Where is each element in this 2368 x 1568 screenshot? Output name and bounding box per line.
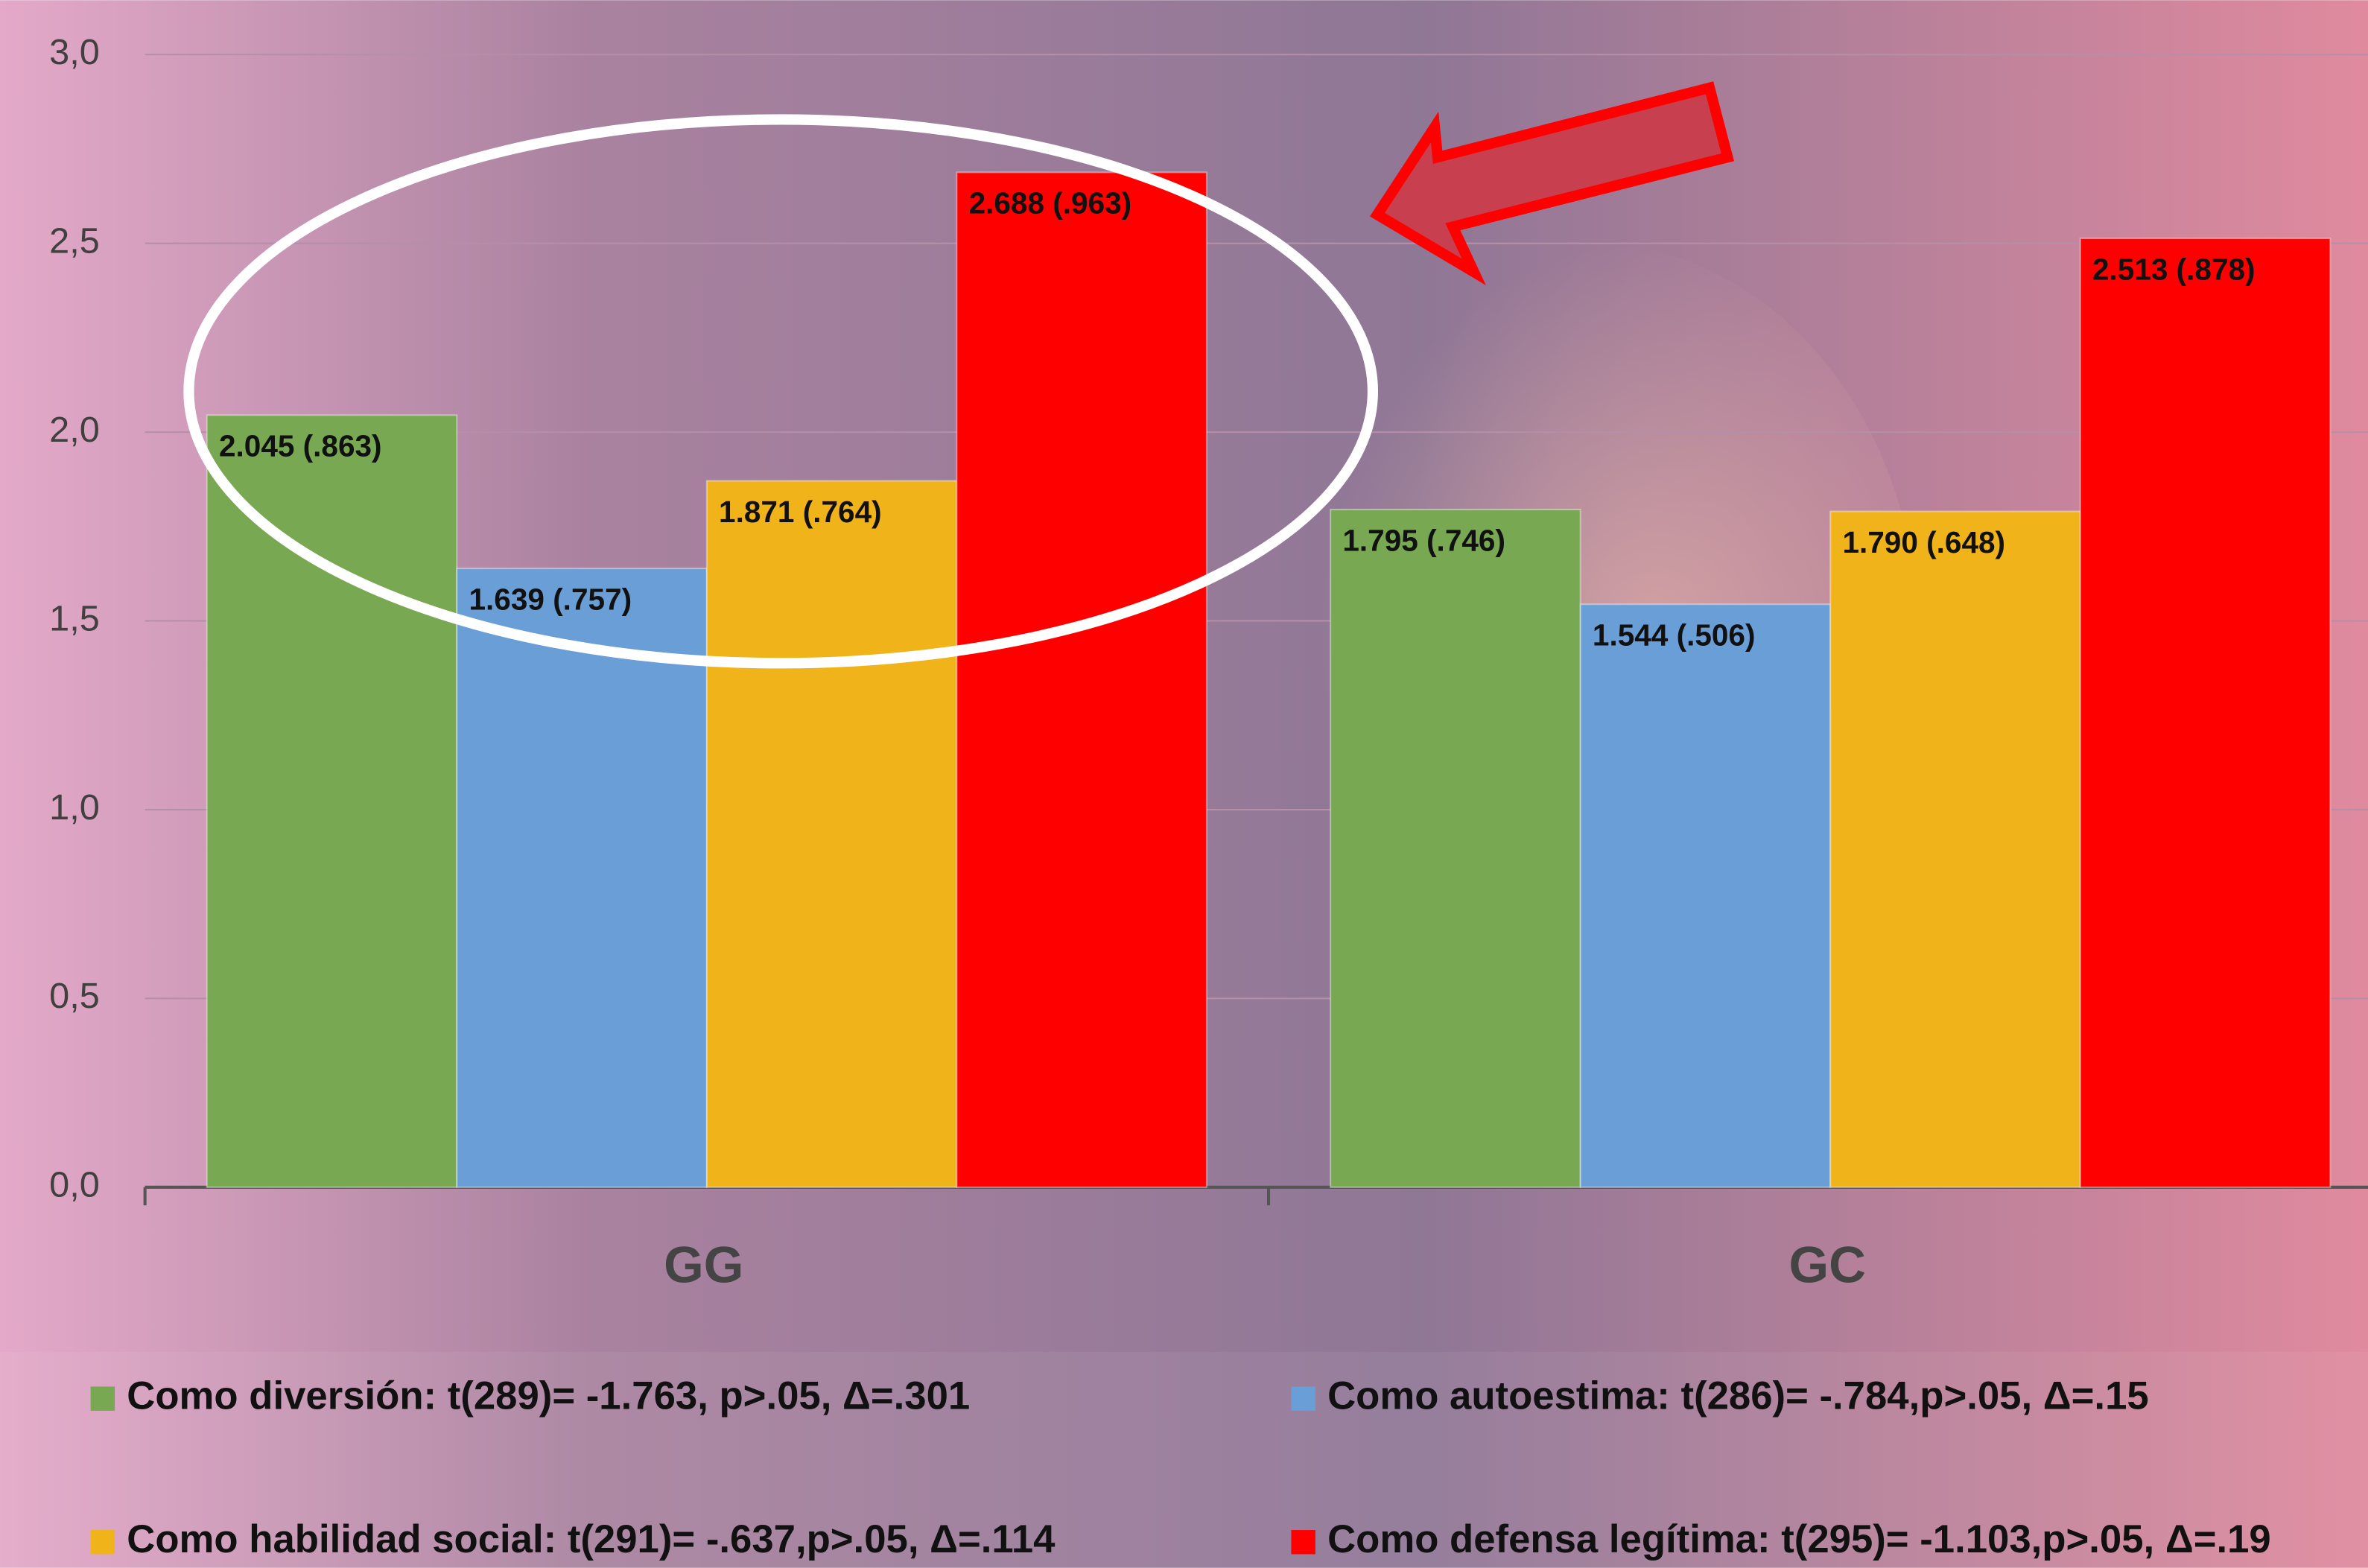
y-tick-label: 2,5 (49, 221, 100, 261)
y-tick-label: 2,0 (49, 410, 100, 450)
legend-swatch (91, 1530, 115, 1554)
data-label: 2.045 (.863) (219, 429, 382, 463)
y-tick-label: 1,5 (49, 598, 100, 638)
bar (707, 480, 957, 1187)
chart: 0,0 0,5 1,0 1,5 2,0 2,5 3,0 GG GC 2.045 (.863) 1.7… (0, 0, 2368, 1568)
bar (956, 172, 1207, 1187)
x-tick-label: GC (1788, 1237, 1865, 1294)
y-tick-label: 3,0 (49, 32, 100, 72)
data-label: 2.513 (.878) (2092, 252, 2256, 286)
legend-label: Como habilidad social: t(291)= -.637,p>.… (127, 1517, 1056, 1561)
y-tick-label: 0,5 (49, 976, 100, 1016)
bar (207, 415, 457, 1187)
data-label: 1.544 (.506) (1593, 618, 1756, 653)
data-label: 2.688 (.963) (969, 186, 1132, 220)
bar (2080, 238, 2331, 1187)
data-label: 1.871 (.764) (719, 495, 882, 529)
y-tick-label: 0,0 (49, 1165, 100, 1205)
legend-label: Como diversión: t(289)= -1.763, p>.05, Δ… (127, 1374, 970, 1418)
legend-swatch (1291, 1530, 1315, 1554)
bar (1581, 604, 1831, 1187)
legend-swatch (1291, 1386, 1315, 1410)
bar (1330, 510, 1581, 1187)
x-tick-label: GG (664, 1237, 743, 1294)
bar (1830, 512, 2080, 1187)
legend-swatch (91, 1386, 115, 1410)
legend-label: Como defensa legítima: t(295)= -1.103,p>… (1327, 1517, 2271, 1561)
data-label: 1.790 (.648) (1842, 525, 2005, 559)
y-tick-label: 1,0 (49, 787, 100, 828)
legend-label: Como autoestima: t(286)= -.784,p>.05, Δ=… (1327, 1374, 2149, 1418)
data-label: 1.639 (.757) (469, 582, 632, 616)
data-label: 1.795 (.746) (1342, 523, 1505, 557)
page: 0,0 0,5 1,0 1,5 2,0 2,5 3,0 GG GC 2.045 (.863) 1.7… (0, 0, 2368, 1568)
